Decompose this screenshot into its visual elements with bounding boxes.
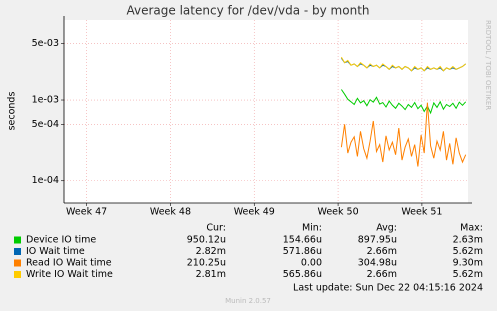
x-tick-label: Week 51 xyxy=(401,207,442,218)
legend-stat: 950.12u xyxy=(187,235,226,246)
x-tick-label: Week 49 xyxy=(234,207,275,218)
y-tick-label: 1e-03 xyxy=(32,95,59,106)
legend-stat: 5.62m xyxy=(453,269,483,280)
legend-stat: 154.66u xyxy=(283,235,322,246)
legend-stat: 2.66m xyxy=(367,246,397,257)
series-line xyxy=(340,102,467,167)
x-tick-label: Week 48 xyxy=(150,207,191,218)
y-tick-label: 5e-04 xyxy=(32,119,59,130)
last-update: Last update: Sun Dec 22 04:15:16 2024 xyxy=(293,283,483,294)
legend-header: Cur: xyxy=(206,223,226,234)
plot-area xyxy=(64,20,468,203)
legend-stat: 2.63m xyxy=(453,235,483,246)
legend-swatch xyxy=(14,248,21,255)
legend-stat: 0.00 xyxy=(301,258,322,269)
legend-label: Device IO time xyxy=(26,235,96,246)
legend-header: Max: xyxy=(460,223,483,234)
legend-header: Avg: xyxy=(376,223,397,234)
legend-stat: 5.62m xyxy=(453,246,483,257)
legend-header: Min: xyxy=(302,223,322,234)
y-tick-label: 1e-04 xyxy=(32,175,59,186)
x-tick-label: Week 50 xyxy=(318,207,359,218)
legend-stat: 2.81m xyxy=(196,269,226,280)
series-line xyxy=(340,89,467,115)
legend-label: Write IO Wait time xyxy=(26,269,113,280)
watermark: RRDTOOL / TOBI OETIKER xyxy=(484,20,492,110)
y-tick-label: 5e-03 xyxy=(32,38,59,49)
legend-stat: 897.95u xyxy=(358,235,397,246)
legend-stat: 2.66m xyxy=(367,269,397,280)
x-tick-label: Week 47 xyxy=(66,207,107,218)
legend-stat: 565.86u xyxy=(283,269,322,280)
version: Munin 2.0.57 xyxy=(225,297,271,305)
chart-title: Average latency for /dev/vda - by month xyxy=(127,4,370,18)
series-line xyxy=(340,56,467,72)
legend-stat: 210.25u xyxy=(187,258,226,269)
legend-swatch xyxy=(14,271,21,278)
legend-stat: 2.82m xyxy=(196,246,226,257)
legend-stat: 9.30m xyxy=(453,258,483,269)
legend-label: IO Wait time xyxy=(26,246,85,257)
legend-stat: 571.86u xyxy=(283,246,322,257)
y-axis-label: seconds xyxy=(7,92,18,131)
legend-swatch xyxy=(14,259,21,267)
legend-swatch xyxy=(14,236,21,244)
legend-label: Read IO Wait time xyxy=(26,258,112,269)
legend-stat: 304.98u xyxy=(358,258,397,269)
